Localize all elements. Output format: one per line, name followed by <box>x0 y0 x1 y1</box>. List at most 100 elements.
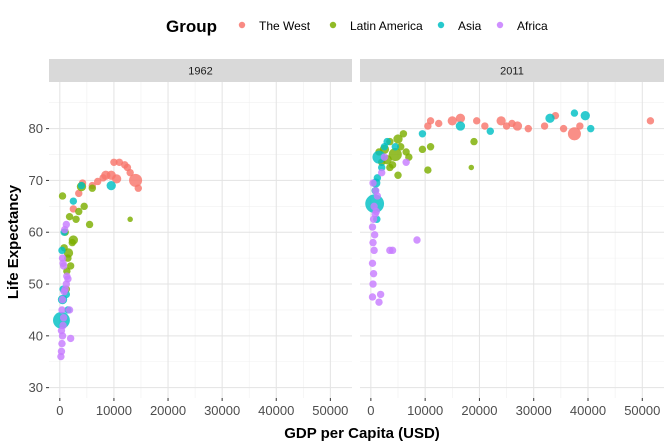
data-point <box>110 158 118 166</box>
y-axis-title: Life Expectancy <box>5 184 22 299</box>
data-point <box>378 163 386 172</box>
data-point <box>80 202 88 211</box>
data-point <box>376 290 385 299</box>
legend: Group The West Latin America Asia Africa <box>166 17 548 36</box>
data-point <box>388 246 397 255</box>
data-point <box>576 122 584 130</box>
panels: 1962 0 10000 20000 30000 40000 50000 30 40 50 60 70… <box>29 59 664 418</box>
data-point <box>369 179 377 187</box>
data-point <box>393 134 403 144</box>
data-point <box>369 280 377 288</box>
data-point <box>426 117 435 125</box>
data-point <box>57 347 66 356</box>
data-point <box>447 116 457 126</box>
data-point <box>59 259 67 268</box>
legend-label-africa: Africa <box>517 19 548 33</box>
data-point <box>369 269 378 278</box>
data-point <box>65 306 74 314</box>
panel-2011-strip <box>360 59 664 82</box>
data-point <box>470 137 478 146</box>
y-tick-label: 40 <box>29 328 43 343</box>
data-point <box>111 174 122 184</box>
data-point <box>134 184 142 192</box>
panel-1962-plot-area <box>49 82 352 398</box>
panel-2011-strip-label: 2011 <box>500 66 524 78</box>
data-point <box>570 109 579 117</box>
x-tick-label: 20000 <box>150 403 186 418</box>
data-point <box>391 143 399 151</box>
data-point <box>63 272 71 280</box>
data-point <box>399 130 408 138</box>
x-tick-label: 50000 <box>624 403 660 418</box>
data-point <box>66 334 75 343</box>
data-point <box>512 121 523 131</box>
data-point <box>59 321 67 330</box>
y-tick-label: 30 <box>29 380 43 395</box>
data-point <box>545 113 555 123</box>
data-point <box>368 293 377 301</box>
data-point <box>540 122 549 130</box>
data-point <box>85 220 94 229</box>
data-point <box>397 143 405 151</box>
panel-1962: 1962 0 10000 20000 30000 40000 50000 30 40 50 60 70… <box>29 59 352 418</box>
panel-1962-series-africa <box>57 220 75 361</box>
y-tick-label: 50 <box>29 277 43 292</box>
legend-label-the-west: The West <box>259 19 311 33</box>
x-tick-label: 20000 <box>461 403 497 418</box>
legend-key-latin-america <box>329 21 337 29</box>
x-tick-label: 10000 <box>407 403 443 418</box>
data-point <box>373 174 382 182</box>
data-point <box>58 192 67 200</box>
data-point <box>580 111 590 121</box>
x-tick-label: 40000 <box>258 403 294 418</box>
panel-2011-series-the-west <box>424 111 655 141</box>
x-tick-label: 40000 <box>570 403 606 418</box>
panel-2011-series-africa <box>368 153 421 306</box>
data-point <box>58 295 67 304</box>
legend-label-asia: Asia <box>458 19 482 33</box>
data-point <box>372 187 380 195</box>
legend-title: Group <box>166 17 217 36</box>
data-point <box>388 147 402 162</box>
x-tick-label: 50000 <box>312 403 348 418</box>
data-point <box>468 164 475 171</box>
x-tick-label: 0 <box>367 403 374 418</box>
data-point <box>62 220 71 229</box>
data-point <box>126 168 134 177</box>
data-point <box>380 153 389 161</box>
data-point <box>88 184 96 192</box>
data-point <box>455 121 466 131</box>
data-point <box>77 181 86 190</box>
data-point <box>383 137 391 146</box>
data-point <box>646 117 655 125</box>
data-point <box>63 248 74 258</box>
data-point <box>75 189 83 198</box>
data-point <box>129 173 143 187</box>
data-point <box>559 124 568 133</box>
data-point <box>473 117 481 125</box>
data-point <box>378 168 386 177</box>
data-point <box>394 171 402 179</box>
x-tick-label: 0 <box>56 403 63 418</box>
legend-entry-africa: Africa <box>496 19 548 33</box>
data-point <box>486 127 494 135</box>
data-point <box>370 231 379 239</box>
panel-1962-strip-label: 1962 <box>188 66 212 78</box>
data-point <box>66 262 75 270</box>
data-point <box>370 202 378 211</box>
data-point <box>58 246 66 255</box>
data-point <box>75 207 83 216</box>
data-point <box>455 113 466 123</box>
panel-1962-strip <box>49 59 352 82</box>
data-point <box>496 116 506 126</box>
data-point <box>413 236 421 244</box>
x-axis-title: GDP per Capita (USD) <box>284 425 440 442</box>
data-point <box>524 124 532 133</box>
data-point <box>481 122 489 130</box>
x-tick-label: 30000 <box>204 403 240 418</box>
panel-1962-series-the-west <box>69 158 143 213</box>
legend-entry-asia: Asia <box>437 19 482 33</box>
data-point <box>402 158 410 166</box>
data-point <box>59 314 68 322</box>
